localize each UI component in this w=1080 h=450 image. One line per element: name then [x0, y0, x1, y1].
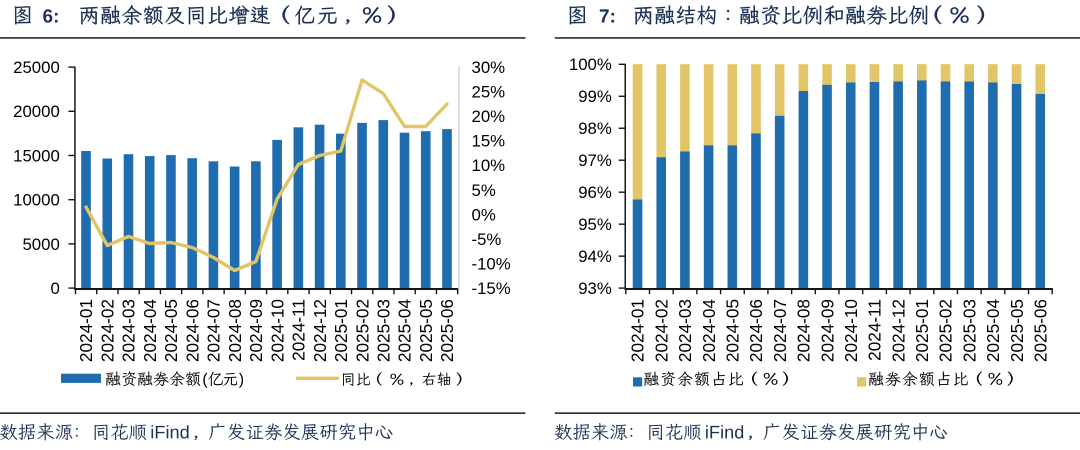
svg-text:2024-10: 2024-10: [841, 299, 861, 362]
svg-text:2024-08: 2024-08: [794, 299, 814, 362]
svg-text:2024-07: 2024-07: [770, 299, 790, 362]
svg-text:97%: 97%: [578, 151, 612, 170]
svg-text:5%: 5%: [472, 181, 496, 200]
svg-text:25000: 25000: [13, 58, 60, 77]
svg-text:2024-01: 2024-01: [628, 299, 648, 362]
svg-text:-10%: -10%: [472, 254, 511, 273]
svg-text:2025-01: 2025-01: [912, 299, 932, 362]
svg-text:2024-06: 2024-06: [182, 299, 202, 362]
svg-text:2024-11: 2024-11: [289, 299, 309, 361]
svg-text:100%: 100%: [569, 55, 612, 74]
svg-text:2025-01: 2025-01: [331, 299, 351, 362]
svg-text:2025-05: 2025-05: [1007, 299, 1027, 362]
svg-text:2024-03: 2024-03: [119, 299, 139, 362]
svg-text:95%: 95%: [578, 215, 612, 234]
svg-text:94%: 94%: [578, 247, 612, 266]
svg-text:2024-05: 2024-05: [723, 299, 743, 362]
svg-text:2024-02: 2024-02: [97, 299, 117, 362]
svg-text:20000: 20000: [13, 102, 60, 121]
svg-text:25%: 25%: [472, 83, 506, 102]
svg-text:2024-09: 2024-09: [246, 299, 266, 362]
svg-text:2025-02: 2025-02: [352, 299, 372, 362]
svg-text:2025-04: 2025-04: [983, 299, 1003, 363]
svg-text:96%: 96%: [578, 183, 612, 202]
svg-text:-5%: -5%: [472, 230, 502, 249]
svg-text:2024-04: 2024-04: [140, 299, 160, 363]
svg-text:2024-12: 2024-12: [310, 299, 330, 362]
svg-text:2024-09: 2024-09: [817, 299, 837, 362]
svg-text:15000: 15000: [13, 146, 60, 165]
svg-text:2024-07: 2024-07: [204, 299, 224, 362]
svg-text:2024-10: 2024-10: [267, 299, 287, 362]
svg-text:2024-03: 2024-03: [675, 299, 695, 362]
svg-text:0: 0: [50, 279, 59, 298]
svg-text:98%: 98%: [578, 119, 612, 138]
svg-text:2025-06: 2025-06: [437, 299, 457, 362]
svg-text:2025-03: 2025-03: [959, 299, 979, 362]
svg-text:2024-08: 2024-08: [225, 299, 245, 362]
svg-text:2024-05: 2024-05: [161, 299, 181, 362]
svg-text:2024-12: 2024-12: [888, 299, 908, 362]
svg-text:2024-04: 2024-04: [699, 299, 719, 363]
svg-text:99%: 99%: [578, 87, 612, 106]
svg-text:93%: 93%: [578, 279, 612, 298]
svg-text:20%: 20%: [472, 107, 506, 126]
svg-text:2025-06: 2025-06: [1030, 299, 1050, 362]
svg-text:2024-01: 2024-01: [76, 299, 96, 362]
svg-text:2025-03: 2025-03: [373, 299, 393, 362]
svg-text:2024-11: 2024-11: [865, 299, 885, 361]
svg-text:2025-05: 2025-05: [416, 299, 436, 362]
svg-text:2024-06: 2024-06: [746, 299, 766, 362]
svg-text:2024-02: 2024-02: [651, 299, 671, 362]
svg-text:30%: 30%: [472, 58, 506, 77]
svg-text:10%: 10%: [472, 156, 506, 175]
svg-text:-15%: -15%: [472, 279, 511, 298]
svg-text:2025-04: 2025-04: [395, 299, 415, 363]
svg-text:2025-02: 2025-02: [936, 299, 956, 362]
svg-text:5000: 5000: [22, 235, 59, 254]
svg-text:0%: 0%: [472, 205, 496, 224]
svg-text:10000: 10000: [13, 191, 60, 210]
svg-text:15%: 15%: [472, 132, 506, 151]
